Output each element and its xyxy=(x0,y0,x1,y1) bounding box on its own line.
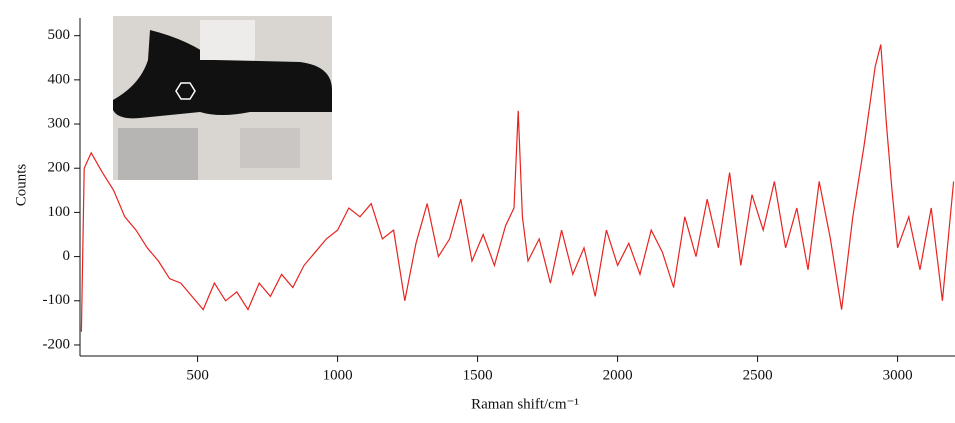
y-axis-label: Counts xyxy=(13,164,29,207)
spectrum-line xyxy=(80,44,955,332)
y-tick-label: 500 xyxy=(48,27,71,43)
y-tick-label: -200 xyxy=(43,336,71,352)
inset-photo xyxy=(113,16,332,180)
x-tick-label: 2000 xyxy=(603,367,633,383)
y-tick-label: 400 xyxy=(48,71,71,87)
y-tick-label: -100 xyxy=(43,292,71,308)
y-tick-label: 100 xyxy=(48,204,71,220)
x-tick-label: 1500 xyxy=(463,367,493,383)
x-tick-label: 500 xyxy=(186,367,209,383)
x-tick-label: 1000 xyxy=(323,367,353,383)
x-axis-label: Raman shift/cm⁻¹ xyxy=(471,396,579,412)
x-tick-label: 2500 xyxy=(743,367,773,383)
y-tick-label: 200 xyxy=(48,160,71,176)
y-tick-label: 0 xyxy=(63,248,71,264)
y-tick-label: 300 xyxy=(48,115,71,131)
x-tick-label: 3000 xyxy=(883,367,913,383)
